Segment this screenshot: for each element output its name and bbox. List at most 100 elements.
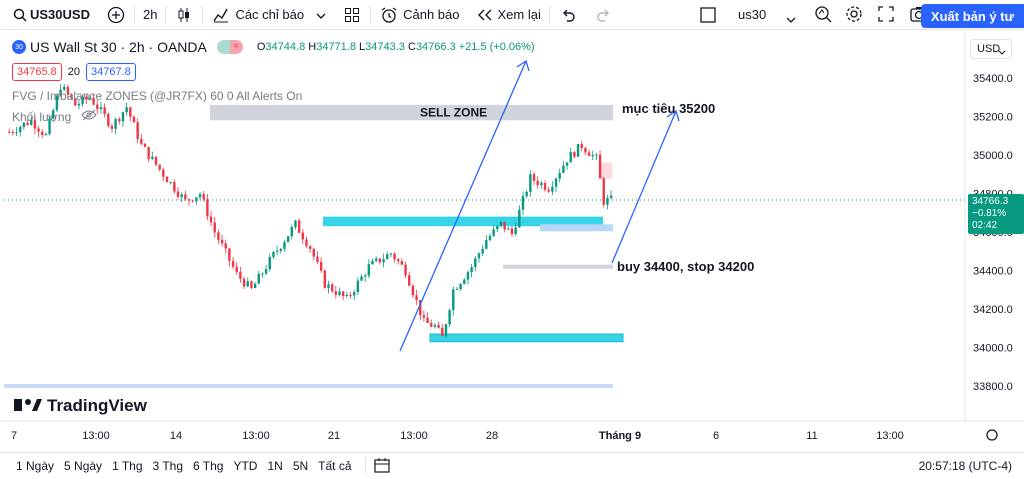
candle-body [459,283,462,290]
compare-button[interactable] [98,0,134,30]
candle-body [66,86,70,95]
candle-body [305,239,308,247]
ohlc-high: 34771.8 [316,41,356,53]
symbol-search[interactable]: US30USD [0,0,98,30]
candle-body [30,119,33,125]
candle-body [415,295,418,301]
candle-body [96,104,99,110]
candle-body [294,220,297,228]
candle-body [598,154,602,179]
candle-body [433,325,437,327]
clock-timezone[interactable]: 20:57:18 (UTC-4) [918,459,1012,473]
candle-body [389,253,393,255]
candle-body [360,276,363,281]
range-1y[interactable]: 1N [267,459,283,473]
alert-button[interactable]: Cảnh báo [371,0,467,30]
time-tick-label: 11 [806,430,817,442]
last-price-change: −0.81% [972,208,1007,219]
chart-pane[interactable]: 35400.035200.035000.034800.034600.034400… [0,31,1024,451]
candle-body [543,183,547,190]
range-all[interactable]: Tất cả [318,459,352,473]
legend-title[interactable]: US Wall St 30 · 2h · OANDA [30,39,207,55]
axis-settings-icon [986,429,998,441]
chevron-down-icon[interactable] [316,7,326,22]
interval-button[interactable]: 2h [142,7,158,22]
templates-button[interactable] [334,0,370,30]
candle-body [408,275,411,286]
range-5d[interactable]: 5 Ngày [64,459,103,473]
undo-icon [558,5,578,25]
replay-button[interactable]: Xem lại [467,0,548,30]
candle-body [562,165,565,173]
candle-body [386,254,389,260]
candle-body [118,119,121,122]
ohlc-open: 34744.8 [265,41,306,53]
arrow-head-icon [666,109,680,122]
eye-hidden-icon[interactable] [81,109,97,124]
indicator-legend[interactable]: FVG / Imbalance ZONES (@JR7FX) 60 0 All … [12,89,303,103]
logo-mark-icon [25,399,31,405]
fvg-zone-box [540,224,613,232]
fullscreen-icon[interactable] [878,6,894,25]
sell-price-button[interactable]: 34765.8 [12,63,62,81]
range-1m[interactable]: 1 Thg [112,459,143,473]
candle-body [191,200,194,202]
candle-body [554,178,558,187]
candle-body [195,197,198,202]
publish-idea-button[interactable]: Xuất bản ý tư [920,4,1024,28]
candle-body [510,228,514,234]
price-tick-label: 35000.0 [973,150,1013,162]
candle-body [345,294,349,296]
market-status-pill[interactable]: ≈ [216,40,243,54]
buy-level-box [503,264,613,269]
candle-body [341,291,345,296]
range-ytd[interactable]: YTD [233,459,258,473]
candle-body [180,194,183,197]
redo-icon [594,5,614,25]
candles-icon [174,5,194,25]
candle-body [268,256,271,270]
price-tick-label: 33800.0 [973,381,1013,393]
candle-body [19,126,22,133]
candle-body [132,116,136,123]
indicators-button[interactable]: Các chỉ báo [203,0,334,30]
candle-body [319,261,323,271]
range-5y[interactable]: 5N [292,459,309,473]
candle-body [44,134,48,136]
approx-icon: ≈ [229,40,243,54]
range-3m[interactable]: 3 Thg [152,459,183,473]
candle-body [129,107,132,117]
tradingview-logo: TradingView [14,396,148,415]
redo-button[interactable] [586,0,622,30]
bottom-divider [364,457,366,475]
candle-body [33,119,37,129]
calendar-icon[interactable] [373,457,390,476]
candle-body [426,317,429,324]
candle-body [430,323,433,327]
layout-chevron-icon[interactable] [786,11,796,26]
candle-body [352,292,356,296]
layout-square-icon[interactable] [700,7,716,26]
candle-body [169,182,172,184]
layout-name[interactable]: us30 [738,7,767,22]
candle-body [224,243,227,249]
currency-select[interactable]: USD [970,39,1012,59]
undo-button[interactable] [550,0,586,30]
candle-body [378,258,382,263]
sell-zone-label: SELL ZONE [420,106,487,120]
candle-body [540,183,543,186]
alarm-clock-icon [379,5,399,25]
candle-body [41,131,44,135]
buy-price-button[interactable]: 34767.8 [86,63,136,81]
chart-type-button[interactable] [166,0,202,30]
range-6m[interactable]: 6 Thg [193,459,224,473]
candle-body [492,229,495,236]
range-1d[interactable]: 1 Ngày [16,459,55,473]
status-dot-icon [216,40,230,54]
candle-body [74,98,77,106]
volume-legend[interactable]: Khối lượng [12,109,97,124]
last-price-label: 34766.3 −0.81% 02:42 [968,194,1024,234]
gear-icon[interactable] [845,5,863,26]
quick-search-icon[interactable] [814,5,832,26]
candle-body [125,107,128,113]
